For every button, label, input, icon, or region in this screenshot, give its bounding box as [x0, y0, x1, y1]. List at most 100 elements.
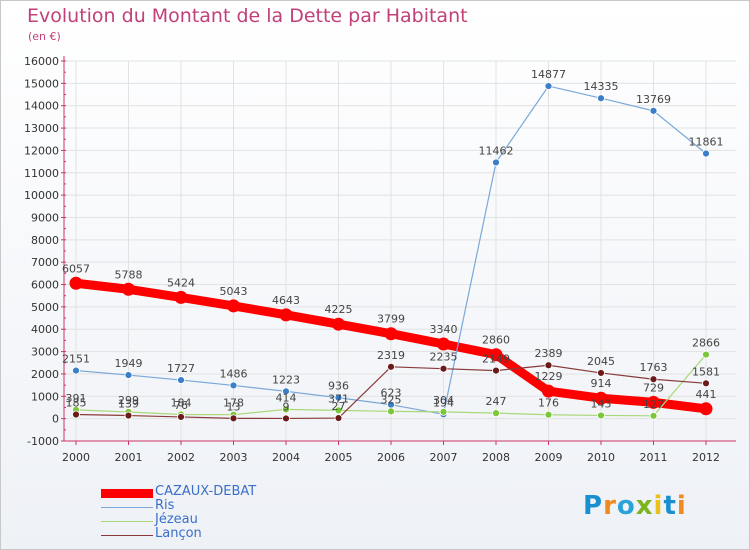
data-point — [229, 381, 238, 390]
data-label: 299 — [118, 394, 139, 407]
legend-label: Lançon — [155, 526, 202, 541]
logo-letter: i — [676, 491, 687, 521]
data-label: 2149 — [482, 353, 510, 366]
data-label: 176 — [538, 397, 559, 410]
y-tick-label: 7000 — [31, 256, 59, 269]
y-tick-label: 14000 — [24, 100, 59, 113]
data-label: 1223 — [272, 373, 300, 386]
series-lançon — [72, 361, 710, 423]
data-label: 11861 — [689, 136, 724, 149]
data-point — [544, 82, 553, 91]
y-tick-label: 8000 — [31, 234, 59, 247]
data-point — [439, 364, 448, 373]
data-label: 5043 — [220, 285, 248, 298]
data-label: 623 — [381, 387, 402, 400]
data-label: 2389 — [535, 347, 563, 360]
data-point — [72, 366, 80, 375]
data-label: 2860 — [482, 334, 510, 347]
data-point — [544, 410, 553, 419]
logo-letter: t — [663, 491, 677, 521]
y-tick-label: 5000 — [31, 301, 59, 314]
data-point — [72, 410, 80, 419]
x-tick-label: 2005 — [325, 451, 353, 464]
data-label: 2045 — [587, 355, 615, 368]
data-point — [177, 413, 185, 421]
x-tick-label: 2004 — [272, 451, 300, 464]
logo-letter: x — [635, 491, 654, 521]
data-point — [334, 414, 343, 422]
data-label: 729 — [643, 381, 664, 394]
data-point — [122, 282, 135, 296]
legend-swatch — [101, 488, 153, 498]
data-label: 76 — [174, 399, 188, 412]
x-tick-label: 2001 — [115, 451, 143, 464]
data-label: 325 — [381, 393, 402, 406]
data-label: 2866 — [692, 337, 720, 350]
proxiti-logo: Proxiti — [583, 491, 687, 521]
data-label: 304 — [433, 394, 454, 407]
y-tick-label: 13000 — [24, 122, 59, 135]
x-tick-label: 2011 — [640, 451, 668, 464]
data-label: 4643 — [272, 294, 300, 307]
axes: -1000 0 1000 2000 3000 4000 5000 6000 7000 8000 90… — [24, 55, 736, 464]
data-label: 247 — [486, 395, 507, 408]
data-point — [387, 362, 395, 371]
data-point — [177, 376, 185, 384]
data-label: 27 — [332, 400, 346, 413]
x-tick-label: 2003 — [220, 451, 248, 464]
data-point — [332, 317, 345, 331]
y-tick-label: 10000 — [24, 189, 59, 202]
y-tick-label: 16000 — [24, 55, 59, 68]
x-tick-label: 2012 — [692, 451, 720, 464]
data-point — [384, 327, 398, 341]
data-point — [439, 407, 448, 416]
data-label: 139 — [118, 398, 139, 411]
data-point — [282, 414, 290, 423]
series-cazaux-debat — [69, 276, 713, 416]
data-label: 391 — [66, 392, 87, 405]
data-label: 3340 — [430, 323, 458, 336]
data-label: 5424 — [167, 276, 195, 289]
y-tick-label: 15000 — [24, 77, 59, 90]
data-label: 2319 — [377, 349, 405, 362]
data-point — [174, 290, 188, 304]
data-point — [282, 405, 290, 414]
data-point — [699, 402, 713, 416]
data-point — [489, 348, 503, 362]
legend-label: Jézeau — [155, 512, 198, 527]
data-point — [124, 371, 133, 379]
legend-label: CAZAUX-DEBAT — [155, 484, 257, 499]
logo-letter: i — [653, 491, 664, 521]
data-point — [69, 276, 83, 290]
y-tick-label: -1000 — [27, 435, 59, 448]
data-label: 5788 — [115, 268, 143, 281]
data-label: 3799 — [377, 313, 405, 326]
x-tick-label: 2009 — [535, 451, 563, 464]
data-label: 6057 — [62, 262, 90, 275]
data-label: 127 — [643, 398, 664, 411]
logo-letter: r — [603, 491, 617, 521]
data-point — [544, 361, 553, 370]
data-point — [334, 393, 343, 402]
data-point — [437, 337, 450, 351]
x-tick-label: 2002 — [167, 451, 195, 464]
data-point — [492, 366, 500, 375]
data-point — [282, 387, 290, 396]
data-point — [229, 414, 238, 423]
y-tick-label: 0 — [52, 413, 59, 426]
data-point — [647, 395, 660, 409]
y-tick-label: 11000 — [24, 167, 59, 180]
chart-title: Evolution du Montant de la Dette par Hab… — [27, 5, 468, 27]
y-tick-label: 1000 — [31, 390, 59, 403]
data-point — [597, 94, 605, 103]
y-tick-label: 4000 — [31, 323, 59, 336]
x-tick-label: 2008 — [482, 451, 510, 464]
data-point — [124, 411, 133, 420]
data-point — [702, 149, 710, 158]
data-label: 441 — [696, 388, 717, 401]
data-point — [702, 350, 710, 359]
data-point — [279, 308, 293, 322]
data-label: 1727 — [167, 362, 195, 375]
y-tick-label: 9000 — [31, 211, 59, 224]
data-point — [649, 375, 658, 384]
